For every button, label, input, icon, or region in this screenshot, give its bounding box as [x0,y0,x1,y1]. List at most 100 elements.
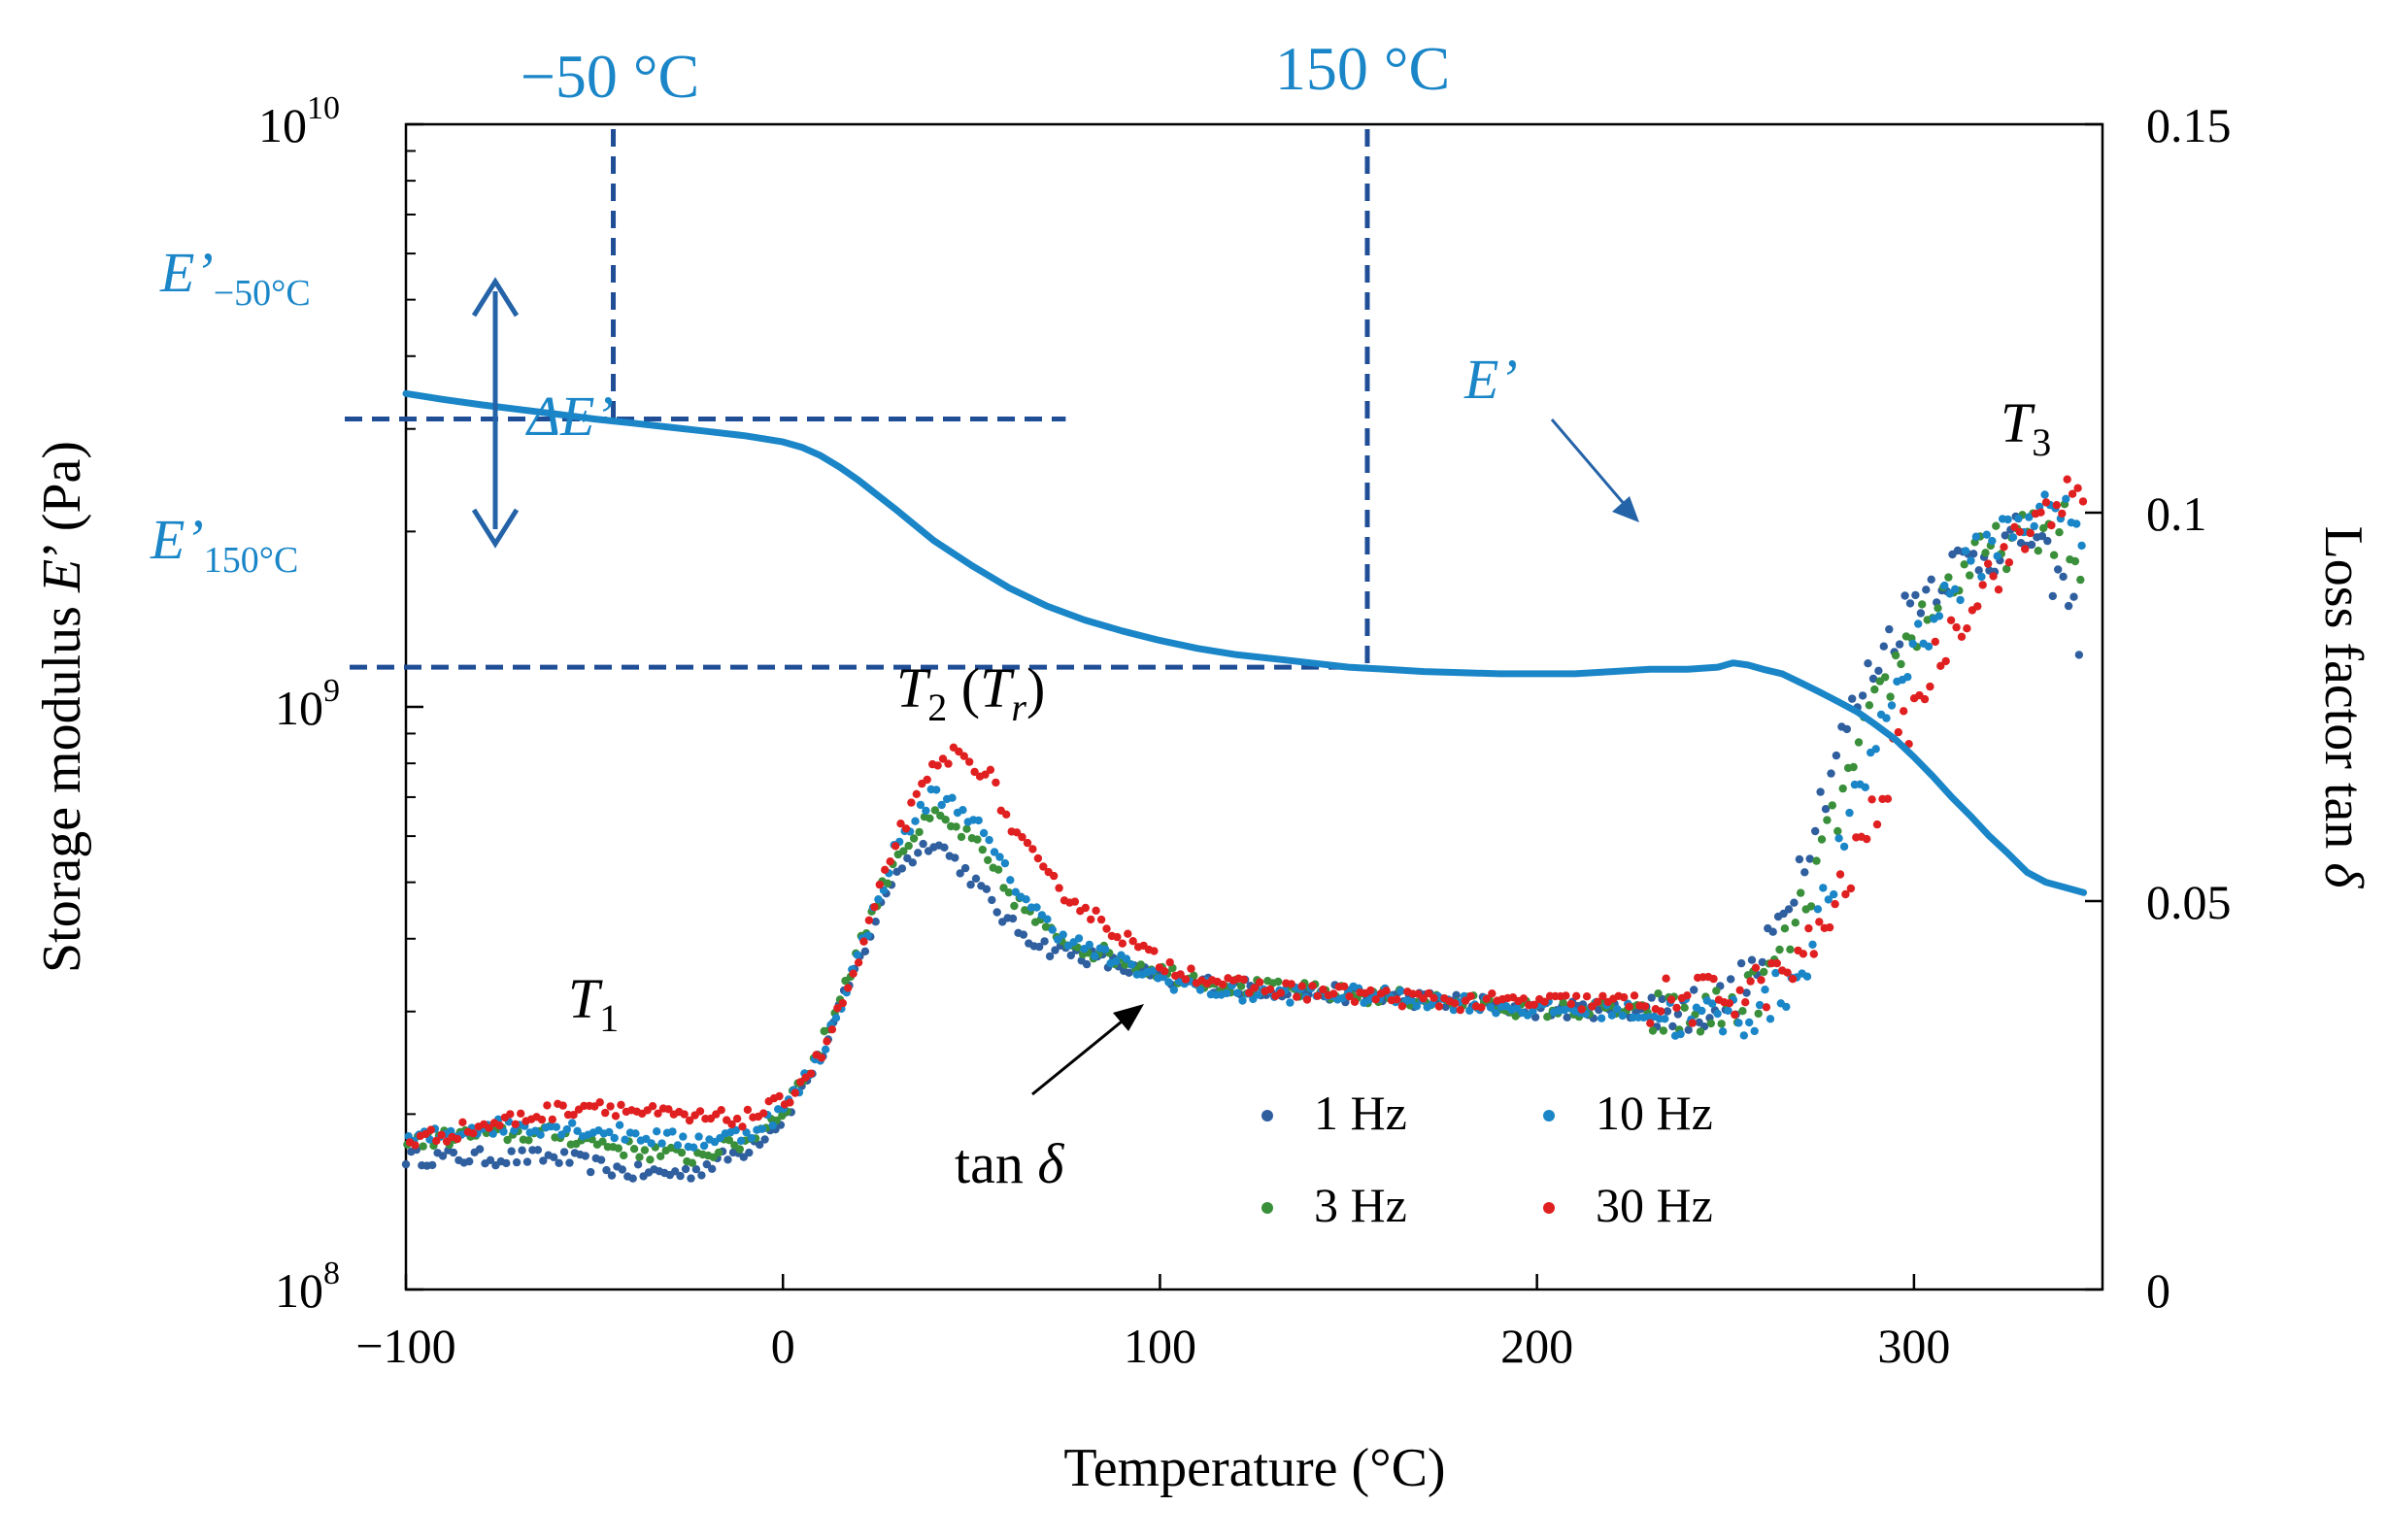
tan-delta-point [709,1153,718,1162]
tan-delta-point [786,1098,794,1107]
tan-delta-point [1287,980,1295,988]
tan-delta-point [1957,632,1967,641]
tan-delta-point [1783,968,1792,977]
tan-delta-point [1338,993,1347,1003]
y-left-title-pre: Storage modulus [32,592,92,973]
tan-delta-point [1113,932,1122,942]
tan-delta-point [1043,915,1052,923]
tan-delta-point [653,1127,661,1136]
tan-delta-point [966,880,975,889]
tan-delta-point [1082,959,1092,969]
t1-sub: 1 [599,996,619,1040]
tan-delta-point [1345,991,1354,1001]
tan-delta-point [897,864,907,873]
tan-delta-point [2014,514,2023,523]
tan-delta-point [1735,986,1744,994]
tan-delta-point [1087,915,1095,924]
tan-delta-point [573,1126,582,1136]
left-axis-ticks: 108 109 1010 [258,90,423,1318]
tan-delta-point [1028,845,1037,854]
tan-delta-point [559,1148,569,1156]
tan-delta-point [1861,783,1870,791]
tan-delta-point [1872,820,1882,829]
e-neg50-main: E’ [159,241,214,304]
right-tick-label: 0.05 [2146,875,2232,929]
tan-delta-point [1055,884,1063,892]
tan-delta-point [1841,889,1850,899]
tan-delta-point [1657,1007,1665,1016]
tan-delta-point [1940,581,1949,590]
tan-delta-point [1274,977,1283,987]
t2-main: T [896,656,931,720]
tan-delta-point [1040,937,1049,946]
tan-delta-point [1993,552,2001,560]
tan-delta-point [502,1158,511,1168]
tan-delta-point [2070,556,2080,566]
tan-delta-point [831,1014,841,1022]
tan-delta-point [1982,530,1991,539]
tan-delta-point [1905,599,1915,608]
tan-delta-point [486,1155,495,1165]
tan-delta-point [2041,498,2051,507]
tan-delta-point [1952,622,1961,632]
tan-delta-series [404,490,2086,1152]
tan-delta-point [985,835,993,845]
tan-delta-point [1672,1003,1681,1013]
tan-delta-point [1989,572,1998,581]
tan-delta-point [469,1129,478,1138]
tan-delta-point [1424,988,1433,998]
reference-lines [345,129,1370,670]
tan-delta-point [2074,651,2084,659]
tan-delta-point [1286,998,1295,1007]
tan-delta-series [401,512,2084,1183]
tan-delta-point [2076,575,2085,585]
tan-delta-point [1647,993,1656,1002]
tan-delta-point [1618,1011,1628,1021]
legend-label: 10 Hz [1596,1086,1713,1140]
tan-delta-point [1934,604,1942,613]
tan-delta-point [1805,854,1814,863]
tan-delta-point [965,757,974,766]
tan-delta-point [1022,895,1030,904]
tan-delta-point [959,806,967,815]
tan-delta-point [1848,694,1857,703]
tan-delta-point [1894,727,1903,737]
tan-delta-point [1122,954,1131,963]
tan-delta-point [1195,986,1205,994]
tan-delta-point [2078,497,2088,506]
tan-delta-point [432,1136,441,1146]
tan-delta-point [1863,834,1871,844]
t2-label: T2 (Tr) [896,656,1045,729]
tan-delta-point [1169,986,1179,994]
tan-delta-point [1684,1025,1693,1034]
tan-delta-point [1276,988,1286,997]
tan-delta-point [933,761,942,770]
tan-delta-point [1008,914,1018,923]
tan-delta-point [517,1109,525,1119]
tan-delta-point [2003,515,2012,524]
y-left-axis-title: Storage modulus E’ (Pa) [32,441,92,973]
tan-delta-point [971,874,981,883]
tan-delta-point [1659,1026,1668,1035]
tan-delta-point [2063,475,2071,484]
tan-delta-point [1466,991,1475,1001]
tan-delta-point [2077,541,2086,551]
tan-delta-point [1816,787,1825,796]
tan-delta-point [2047,520,2056,530]
tan-delta-point [1102,924,1111,933]
y-left-title-italic: E [32,559,92,593]
tan-delta-point [1951,585,1960,593]
tan-delta-point [932,786,941,794]
tan-delta-point [1804,923,1813,933]
tan-delta-point [1974,566,1983,575]
tan-delta-point [957,832,966,842]
tan-delta-point [2062,494,2070,503]
e-neg50-label: E’−50°C [159,241,311,314]
tan-delta-point [621,1135,629,1144]
tan-delta-point [2058,509,2067,519]
tan-delta-point [1613,1005,1622,1014]
tan-delta-point [1934,612,1944,620]
tan-delta-point [1734,1019,1743,1027]
tan-delta-point [978,845,987,854]
tan-delta-point [1598,991,1607,1000]
